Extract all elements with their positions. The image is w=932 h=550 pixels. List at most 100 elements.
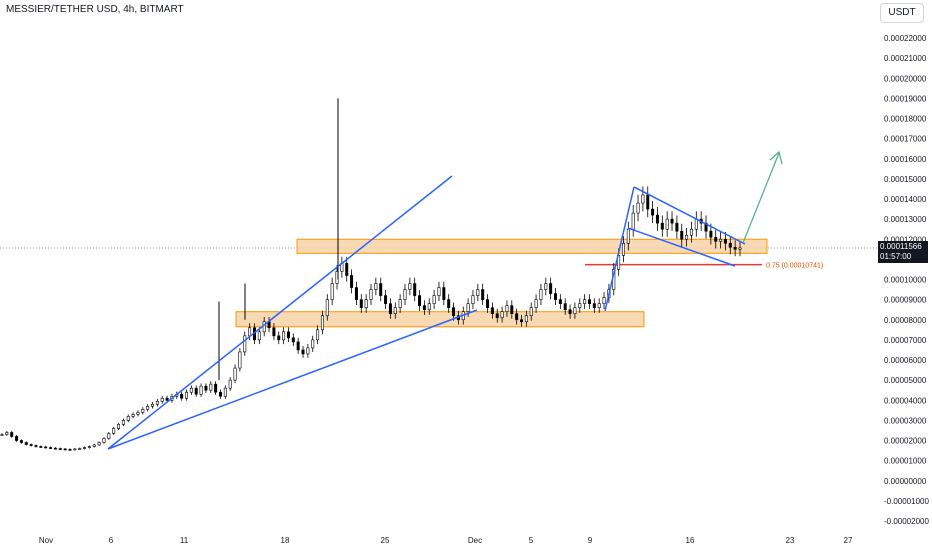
candle-body <box>583 299 587 304</box>
candle-body <box>534 299 538 308</box>
y-tick-label: 0.00000000 <box>884 477 927 486</box>
candle-body <box>29 444 33 446</box>
candle-body <box>466 303 470 312</box>
candle-body <box>10 432 14 437</box>
y-tick-label: 0.00010000 <box>884 276 927 285</box>
candle-body <box>350 275 354 288</box>
candle-body <box>500 311 504 319</box>
candle-body <box>131 414 135 417</box>
resistance-zone <box>296 238 768 254</box>
candle-body <box>422 305 426 310</box>
candle-body <box>68 449 72 451</box>
candle-body <box>0 434 4 436</box>
y-tick-label: 0.00017000 <box>884 135 927 144</box>
candle-body <box>447 299 451 308</box>
candle-body <box>476 289 480 296</box>
candle-body <box>403 289 407 300</box>
flag-upper-line <box>633 186 746 245</box>
candle-body <box>520 319 524 323</box>
candle-body <box>136 412 140 415</box>
x-tick-label: 27 <box>844 536 853 545</box>
candle-body <box>238 351 242 369</box>
candle-body <box>636 202 640 214</box>
candle-body <box>694 218 698 230</box>
candle-body <box>97 442 101 446</box>
candle-body <box>306 347 310 355</box>
candle-body <box>121 420 125 425</box>
candle-body <box>92 444 96 447</box>
candle-body <box>631 212 635 230</box>
candle-body <box>670 218 674 224</box>
y-tick-label: 0.00012000 <box>884 235 927 244</box>
candle-body <box>437 287 441 296</box>
candle-body <box>442 287 446 300</box>
flagpole-line <box>604 186 635 312</box>
candle-body <box>738 247 742 250</box>
candle-body <box>719 238 723 242</box>
candle-body <box>189 387 193 393</box>
candle-body <box>680 230 684 240</box>
candle-body <box>277 335 281 341</box>
candle-body <box>452 307 456 317</box>
candle-body <box>602 297 606 304</box>
candle-body <box>296 341 300 351</box>
candle-body <box>524 315 528 323</box>
candle-body <box>291 337 295 343</box>
candle-body <box>374 283 378 290</box>
y-tick-label: 0.00020000 <box>884 74 927 83</box>
y-tick-label: 0.00007000 <box>884 336 927 345</box>
candle-body <box>272 327 276 337</box>
candle-body <box>316 329 320 341</box>
y-tick-label: 0.00013000 <box>884 215 927 224</box>
candle-body <box>660 222 664 230</box>
candle-body <box>311 339 315 349</box>
x-tick-label: 5 <box>529 536 534 545</box>
candle-body <box>228 379 232 389</box>
candle-body <box>243 335 247 353</box>
candle-body <box>728 242 732 248</box>
currency-button[interactable]: USDT <box>880 3 924 23</box>
candle-body <box>330 283 334 300</box>
candle-body <box>573 307 577 315</box>
candle-body <box>641 194 645 204</box>
candle-body <box>544 283 548 290</box>
candle-body <box>481 289 485 300</box>
y-tick-label: 0.00008000 <box>884 316 927 325</box>
candle-body <box>578 303 582 308</box>
candle-body <box>58 448 62 450</box>
candle-body <box>597 303 601 308</box>
candle-body <box>233 367 237 381</box>
candle-body <box>78 448 82 450</box>
candle-body <box>117 424 121 429</box>
candle-body <box>529 307 533 317</box>
y-tick-label: 0.00009000 <box>884 296 927 305</box>
candle-body <box>646 194 650 210</box>
candle-body <box>689 228 693 236</box>
x-tick-label: 16 <box>686 536 695 545</box>
candle-body <box>24 442 28 445</box>
candle-body <box>558 299 562 304</box>
y-tick-label: 0.00022000 <box>884 34 927 43</box>
candle-body <box>248 327 252 337</box>
projection-arrow <box>742 152 780 244</box>
candle-body <box>39 446 43 448</box>
x-tick-label: 23 <box>786 536 795 545</box>
candle-body <box>155 400 159 405</box>
candle-body <box>685 234 689 240</box>
candle-body <box>354 287 358 300</box>
candle-body <box>505 305 509 313</box>
candle-body <box>359 299 363 308</box>
x-tick-label: 18 <box>281 536 290 545</box>
upper-trendline <box>107 175 453 450</box>
chart-title: MESSIER/TETHER USD, 4h, BITMART <box>6 4 184 15</box>
candle-body <box>733 247 737 250</box>
candle-body <box>126 416 130 421</box>
y-tick-label: 0.00016000 <box>884 155 927 164</box>
y-tick-label: 0.00014000 <box>884 195 927 204</box>
candle-body <box>87 446 91 448</box>
candle-body <box>301 349 305 355</box>
candle-body <box>44 446 48 449</box>
candle-body <box>223 387 227 397</box>
candle-body <box>5 432 9 435</box>
